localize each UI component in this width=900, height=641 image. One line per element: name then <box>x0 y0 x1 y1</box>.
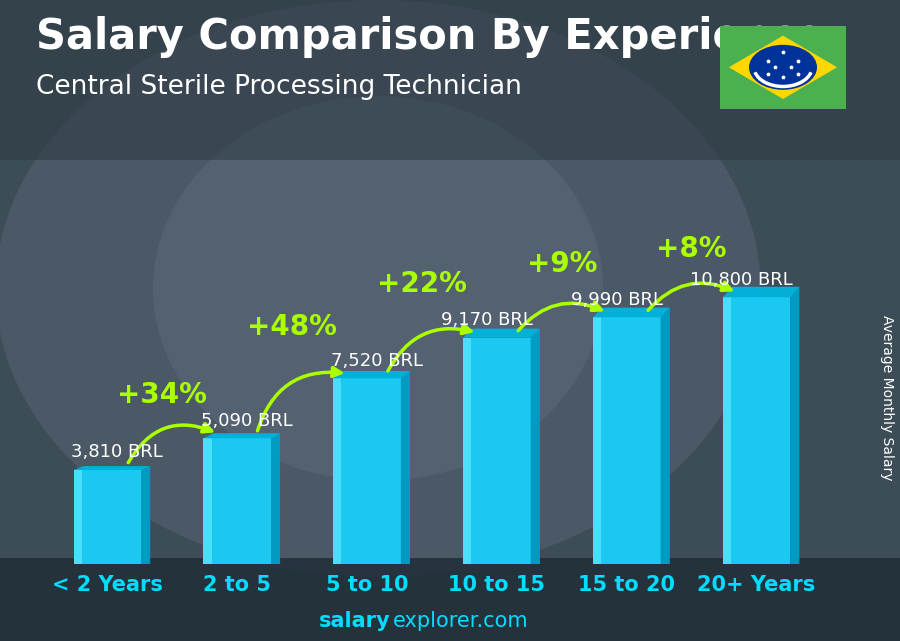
Bar <box>203 438 212 564</box>
Polygon shape <box>342 371 410 564</box>
Text: +48%: +48% <box>247 313 337 342</box>
FancyArrowPatch shape <box>518 302 601 331</box>
Text: 10,800 BRL: 10,800 BRL <box>690 271 793 289</box>
Circle shape <box>749 45 817 90</box>
Text: 7,520 BRL: 7,520 BRL <box>330 352 423 370</box>
Polygon shape <box>732 287 799 564</box>
Ellipse shape <box>0 0 760 577</box>
Polygon shape <box>790 287 799 564</box>
Bar <box>723 297 731 564</box>
Polygon shape <box>141 466 150 564</box>
Bar <box>333 378 341 564</box>
Bar <box>464 338 472 564</box>
Polygon shape <box>203 433 280 438</box>
FancyArrowPatch shape <box>257 367 341 431</box>
Polygon shape <box>729 36 837 99</box>
Bar <box>203 438 271 564</box>
Text: +22%: +22% <box>377 270 466 298</box>
FancyArrowPatch shape <box>648 282 731 310</box>
Polygon shape <box>400 371 410 564</box>
Polygon shape <box>212 433 280 564</box>
Text: salary: salary <box>319 612 391 631</box>
Bar <box>0 558 900 641</box>
Polygon shape <box>74 466 150 470</box>
Bar <box>464 338 531 564</box>
Text: Average Monthly Salary: Average Monthly Salary <box>879 315 894 480</box>
Polygon shape <box>723 287 799 297</box>
Bar <box>74 470 82 564</box>
Text: Central Sterile Processing Technician: Central Sterile Processing Technician <box>36 74 522 100</box>
Polygon shape <box>593 308 670 317</box>
Bar <box>593 317 661 564</box>
Text: +34%: +34% <box>117 381 207 409</box>
Text: 9,170 BRL: 9,170 BRL <box>441 311 534 329</box>
Text: Salary Comparison By Experience: Salary Comparison By Experience <box>36 16 824 58</box>
Polygon shape <box>602 308 670 564</box>
Polygon shape <box>464 329 540 338</box>
Polygon shape <box>83 466 150 564</box>
Polygon shape <box>531 329 540 564</box>
Bar <box>593 317 601 564</box>
Polygon shape <box>472 329 540 564</box>
Bar <box>74 470 141 564</box>
Bar <box>0 0 900 160</box>
Text: 9,990 BRL: 9,990 BRL <box>572 291 663 309</box>
Polygon shape <box>271 433 280 564</box>
Bar <box>333 378 400 564</box>
Text: +8%: +8% <box>656 235 727 263</box>
FancyArrowPatch shape <box>388 325 471 371</box>
Bar <box>723 297 790 564</box>
Text: explorer.com: explorer.com <box>392 612 528 631</box>
Polygon shape <box>333 371 410 378</box>
Ellipse shape <box>153 96 603 481</box>
Polygon shape <box>661 308 670 564</box>
Text: 5,090 BRL: 5,090 BRL <box>201 412 292 429</box>
Text: 3,810 BRL: 3,810 BRL <box>71 444 163 462</box>
Text: +9%: +9% <box>526 250 597 278</box>
FancyArrowPatch shape <box>128 424 212 463</box>
